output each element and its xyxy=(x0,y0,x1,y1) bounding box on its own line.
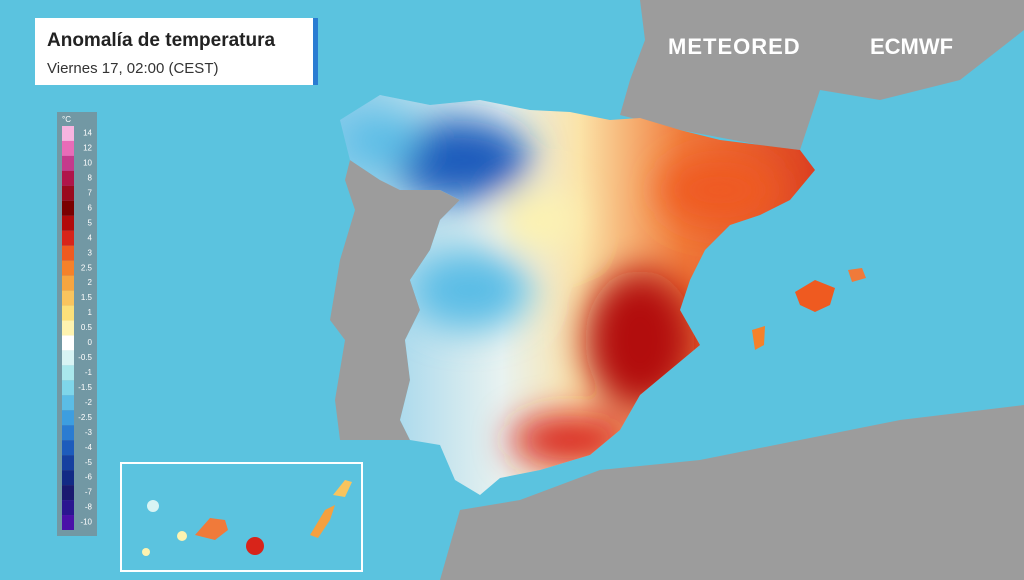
legend-swatch xyxy=(62,320,74,336)
legend-swatch xyxy=(62,200,74,216)
tenerife xyxy=(195,518,228,540)
legend-swatch xyxy=(62,515,74,530)
legend-label: 10 xyxy=(83,159,92,168)
legend-label: -6 xyxy=(85,473,93,482)
legend-label: 12 xyxy=(83,144,92,153)
legend-swatch xyxy=(62,230,74,246)
title: Anomalía de temperatura xyxy=(47,30,275,51)
mallorca xyxy=(795,280,835,312)
subtitle: Viernes 17, 02:00 (CEST) xyxy=(47,60,218,77)
legend-label: -4 xyxy=(85,443,93,452)
legend-label: -7 xyxy=(85,488,93,497)
legend-label: -0.5 xyxy=(78,353,92,362)
legend-swatch xyxy=(62,410,74,426)
legend-label: 0 xyxy=(88,338,93,347)
el-hierro xyxy=(142,548,150,556)
legend-label: 4 xyxy=(88,233,93,242)
legend-swatch xyxy=(62,185,74,201)
legend-label: 6 xyxy=(88,203,93,212)
legend-swatch xyxy=(62,126,74,141)
legend-swatch xyxy=(62,245,74,261)
legend-label: 1.5 xyxy=(81,293,93,302)
legend-swatch xyxy=(62,170,74,186)
legend-label: -2.5 xyxy=(78,413,92,422)
legend-swatch xyxy=(62,275,74,291)
legend-label: 0.5 xyxy=(81,323,93,332)
legend-label: -1.5 xyxy=(78,383,92,392)
legend-swatch xyxy=(62,440,74,456)
legend-label: 5 xyxy=(88,218,93,227)
legend-label: -3 xyxy=(85,428,93,437)
legend-swatch xyxy=(62,485,74,501)
legend-swatch xyxy=(62,215,74,231)
legend-label: 3 xyxy=(88,248,93,257)
legend-label: -1 xyxy=(85,368,93,377)
portugal xyxy=(330,160,460,440)
legend-swatch xyxy=(62,290,74,306)
lanzarote xyxy=(333,480,352,497)
legend-swatch xyxy=(62,470,74,486)
ibiza xyxy=(752,326,765,350)
legend-swatch xyxy=(62,395,74,411)
legend-label: 1 xyxy=(88,308,93,317)
legend-label: 2.5 xyxy=(81,263,93,272)
legend-label: 2 xyxy=(88,278,93,287)
fuerteventura xyxy=(310,505,335,538)
legend-label: -2 xyxy=(85,398,93,407)
la-palma xyxy=(147,500,159,512)
legend-swatch xyxy=(62,365,74,381)
legend-swatch xyxy=(62,380,74,396)
france xyxy=(620,0,1024,150)
legend-swatch xyxy=(62,140,74,156)
legend-swatch xyxy=(62,425,74,441)
title-accent xyxy=(313,18,318,85)
legend-swatch xyxy=(62,455,74,471)
legend-swatch xyxy=(62,335,74,351)
legend-swatch xyxy=(62,500,74,516)
menorca xyxy=(848,268,866,282)
legend: 14 12 10 8 7 6 5 4 3 2.5 2 1.5 1 0.5 0 -0.5 -1 -1.5 -2 -2.5… xyxy=(62,126,93,530)
canary-inset xyxy=(120,462,363,572)
legend-swatch xyxy=(62,350,74,366)
legend-label: -5 xyxy=(85,458,93,467)
la-gomera xyxy=(177,531,187,541)
legend-swatch xyxy=(62,260,74,276)
legend-swatch xyxy=(62,305,74,321)
logo-ecmwf: ECMWF xyxy=(870,34,953,59)
title-box xyxy=(35,18,318,85)
africa xyxy=(440,405,1024,580)
gran-canaria xyxy=(246,537,264,555)
legend-unit: °C xyxy=(62,115,71,124)
legend-label: -10 xyxy=(80,518,92,527)
legend-label: 7 xyxy=(88,188,93,197)
legend-swatch xyxy=(62,155,74,171)
legend-label: -8 xyxy=(85,503,93,512)
legend-label: 14 xyxy=(83,129,92,138)
legend-label: 8 xyxy=(88,173,93,182)
logo-meteored: METEORED xyxy=(668,34,801,59)
